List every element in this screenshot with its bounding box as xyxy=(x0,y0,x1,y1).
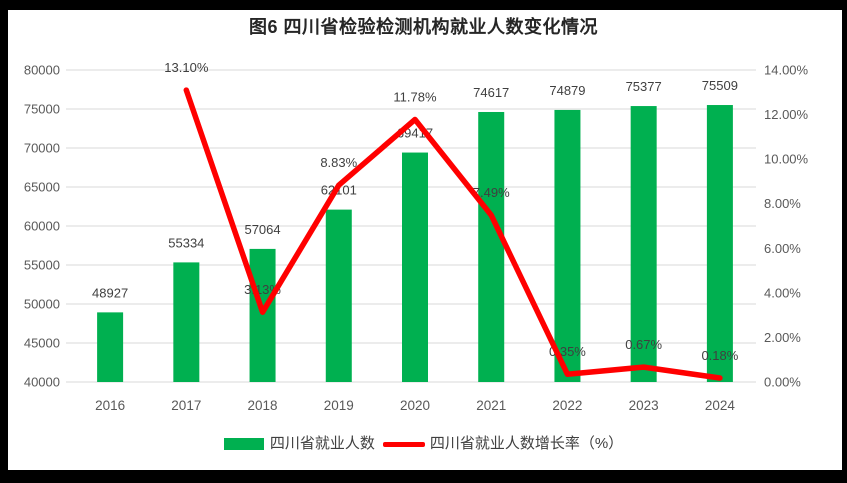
left-axis-tick-label: 80000 xyxy=(24,63,60,78)
x-axis-label: 2019 xyxy=(324,398,354,413)
left-axis-tick-label: 40000 xyxy=(24,375,60,390)
right-axis-tick-label: 14.00% xyxy=(764,63,809,78)
line-point-label: 7.49% xyxy=(473,185,510,200)
legend-bar-swatch xyxy=(223,438,264,450)
right-axis-tick-label: 0.00% xyxy=(764,375,801,390)
bar-value-label: 57064 xyxy=(244,222,280,237)
right-axis-tick-label: 6.00% xyxy=(764,241,801,256)
legend-line-swatch xyxy=(382,441,425,447)
bar xyxy=(97,312,124,382)
x-axis-label: 2022 xyxy=(552,398,582,413)
x-axis-label: 2017 xyxy=(171,398,201,413)
right-axis-tick-label: 2.00% xyxy=(764,330,801,345)
left-axis-tick-label: 55000 xyxy=(24,258,60,273)
left-axis-tick-label: 75000 xyxy=(24,102,60,117)
bar xyxy=(249,248,276,382)
chart-legend: 四川省就业人数 四川省就业人数增长率（%） xyxy=(0,434,847,454)
right-axis-tick-label: 8.00% xyxy=(764,196,801,211)
x-axis-label: 2024 xyxy=(705,398,736,413)
bar-value-label: 74617 xyxy=(473,85,509,100)
legend-bar-label: 四川省就业人数 xyxy=(269,435,375,452)
x-axis-label: 2021 xyxy=(476,398,506,413)
left-axis-tick-label: 65000 xyxy=(24,180,60,195)
bar xyxy=(173,262,200,382)
bar xyxy=(478,111,505,382)
left-axis-tick-label: 60000 xyxy=(24,219,60,234)
right-axis-tick-label: 4.00% xyxy=(764,285,801,300)
line-point-label: 0.67% xyxy=(625,337,662,352)
x-axis-label: 2020 xyxy=(400,398,430,413)
line-point-label: 13.10% xyxy=(164,60,209,75)
growth-rate-line xyxy=(183,87,723,381)
left-axis-tick-label: 70000 xyxy=(24,141,60,156)
left-axis-tick-label: 50000 xyxy=(24,297,60,312)
bar xyxy=(706,105,733,383)
bar-value-label: 74879 xyxy=(549,83,585,98)
line-point-label: 0.18% xyxy=(701,348,738,363)
bar-value-label: 48927 xyxy=(92,285,128,300)
left-axis-tick-label: 45000 xyxy=(24,336,60,351)
right-axis-tick-label: 12.00% xyxy=(764,107,809,122)
right-axis-tick-label: 10.00% xyxy=(764,152,809,167)
x-axis-label: 2016 xyxy=(95,398,125,413)
x-axis-label: 2018 xyxy=(248,398,278,413)
bar xyxy=(402,152,428,382)
bar-value-label: 75509 xyxy=(702,78,738,93)
bar-value-label: 75377 xyxy=(626,79,662,94)
bar xyxy=(554,109,581,383)
line-point-label: 8.83% xyxy=(320,155,357,170)
line-point-label: 11.78% xyxy=(393,89,437,104)
bar xyxy=(325,209,352,382)
chart-title: 图6 四川省检验检测机构就业人数变化情况 xyxy=(248,17,598,37)
bar-value-label: 55334 xyxy=(168,235,204,250)
bar xyxy=(630,106,657,383)
legend-line-label: 四川省就业人数增长率（%） xyxy=(429,435,624,452)
x-axis-label: 2023 xyxy=(629,398,659,413)
